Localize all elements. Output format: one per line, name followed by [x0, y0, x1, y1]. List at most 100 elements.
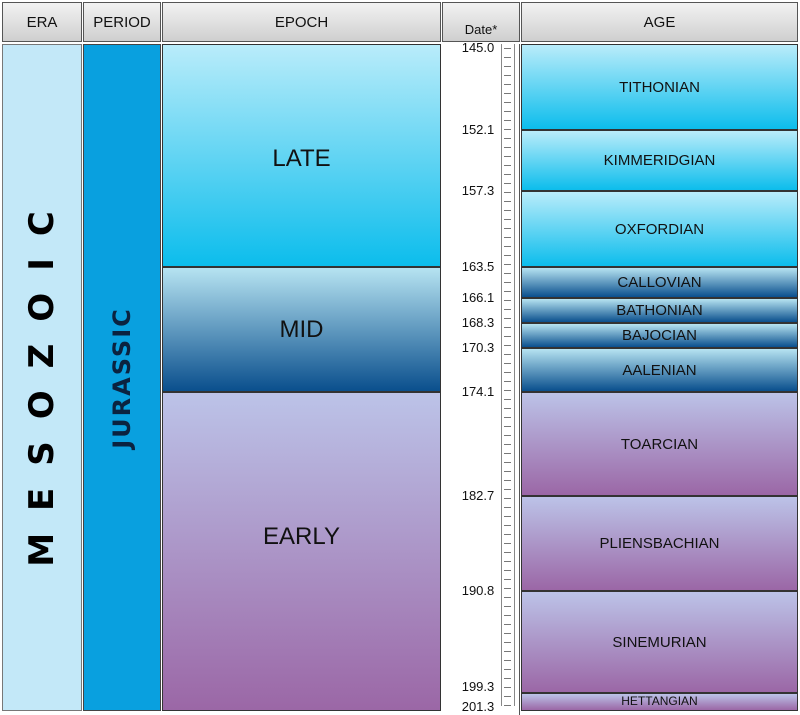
scale-tick	[504, 669, 511, 670]
scale-tick	[504, 129, 511, 130]
scale-tick	[504, 417, 511, 418]
scale-tick	[504, 327, 511, 328]
age-label: TITHONIAN	[619, 78, 700, 96]
scale-tick	[504, 624, 511, 625]
scale-tick	[504, 183, 511, 184]
scale-tick	[504, 363, 511, 364]
scale-tick	[504, 282, 511, 283]
scale-tick	[504, 147, 511, 148]
age-kimmeridgian: KIMMERIDGIAN	[521, 130, 798, 191]
age-label: AALENIAN	[622, 361, 697, 379]
age-toarcian: TOARCIAN	[521, 392, 798, 496]
scale-tick	[504, 390, 511, 391]
scale-tick	[504, 579, 511, 580]
scale-tick	[504, 120, 511, 121]
date-label: 152.1	[461, 122, 495, 137]
scale-tick	[504, 480, 511, 481]
scale-tick	[504, 516, 511, 517]
scale-tick	[504, 174, 511, 175]
scale-tick	[504, 696, 511, 697]
age-bajocian: BAJOCIAN	[521, 323, 798, 348]
epoch-early: EARLY	[162, 392, 441, 711]
age-tithonian: TITHONIAN	[521, 44, 798, 130]
scale-tick	[504, 309, 511, 310]
age-aalenian: AALENIAN	[521, 348, 798, 392]
scale-tick	[504, 300, 511, 301]
scale-tick	[504, 426, 511, 427]
epoch-label: MID	[279, 315, 324, 343]
date-label: 182.7	[461, 488, 495, 503]
scale-tick	[504, 201, 511, 202]
scale-tick	[504, 588, 511, 589]
age-oxfordian: OXFORDIAN	[521, 191, 798, 267]
age-sinemurian: SINEMURIAN	[521, 591, 798, 693]
scale-tick	[504, 210, 511, 211]
period-column: JURASSIC	[83, 44, 161, 711]
era-label: MESOZOIC	[22, 188, 63, 567]
scale-tick	[504, 678, 511, 679]
age-label: CALLOVIAN	[617, 274, 702, 291]
age-hettangian: HETTANGIAN	[521, 693, 798, 711]
date-header-label: Date*	[464, 22, 498, 37]
age-label: OXFORDIAN	[614, 220, 705, 238]
age-label: TOARCIAN	[620, 435, 699, 453]
scale-tick	[504, 66, 511, 67]
age-label: HETTANGIAN	[621, 694, 698, 708]
scale-tick	[504, 57, 511, 58]
period-header: PERIOD	[83, 2, 161, 42]
date-label: 201.3	[461, 699, 495, 714]
age-label: PLIENSBACHIAN	[599, 535, 720, 552]
scale-tick	[504, 615, 511, 616]
scale-tick	[504, 237, 511, 238]
age-callovian: CALLOVIAN	[521, 267, 798, 298]
scale-tick	[504, 444, 511, 445]
scale-tick	[504, 453, 511, 454]
age-label: BAJOCIAN	[621, 327, 697, 344]
epoch-header: EPOCH	[162, 2, 441, 42]
age-pliensbachian: PLIENSBACHIAN	[521, 496, 798, 591]
scale-tick	[504, 525, 511, 526]
scale-tick	[504, 660, 511, 661]
scale-tick	[504, 165, 511, 166]
scale-tick	[504, 633, 511, 634]
scale-tick	[504, 264, 511, 265]
scale-tick	[504, 156, 511, 157]
date-label: 168.3	[461, 315, 495, 330]
age-label: KIMMERIDGIAN	[603, 152, 716, 169]
scale-tick	[504, 498, 511, 499]
date-header: Date*	[442, 2, 520, 42]
date-label: 170.3	[461, 340, 495, 355]
scale-tick	[504, 552, 511, 553]
scale-tick	[504, 489, 511, 490]
date-scale	[501, 44, 515, 706]
scale-tick	[504, 372, 511, 373]
scale-tick	[504, 192, 511, 193]
scale-tick	[504, 435, 511, 436]
scale-tick	[504, 291, 511, 292]
scale-tick	[504, 381, 511, 382]
date-label: 199.3	[461, 679, 495, 694]
scale-tick	[504, 336, 511, 337]
scale-tick	[504, 597, 511, 598]
scale-tick	[504, 246, 511, 247]
scale-tick	[504, 219, 511, 220]
scale-tick	[504, 399, 511, 400]
scale-tick	[504, 462, 511, 463]
epoch-mid: MID	[162, 267, 441, 392]
date-label: 174.1	[461, 384, 495, 399]
scale-tick	[504, 570, 511, 571]
scale-tick	[504, 93, 511, 94]
age-label: SINEMURIAN	[612, 633, 707, 651]
scale-tick	[504, 111, 511, 112]
scale-tick	[504, 687, 511, 688]
scale-tick	[504, 255, 511, 256]
scale-tick	[504, 543, 511, 544]
age-label: BATHONIAN	[616, 302, 703, 319]
date-label: 166.1	[461, 290, 495, 305]
period-label: JURASSIC	[108, 306, 137, 449]
scale-tick	[504, 228, 511, 229]
scale-tick	[504, 561, 511, 562]
date-label: 163.5	[461, 259, 495, 274]
scale-tick	[504, 75, 511, 76]
